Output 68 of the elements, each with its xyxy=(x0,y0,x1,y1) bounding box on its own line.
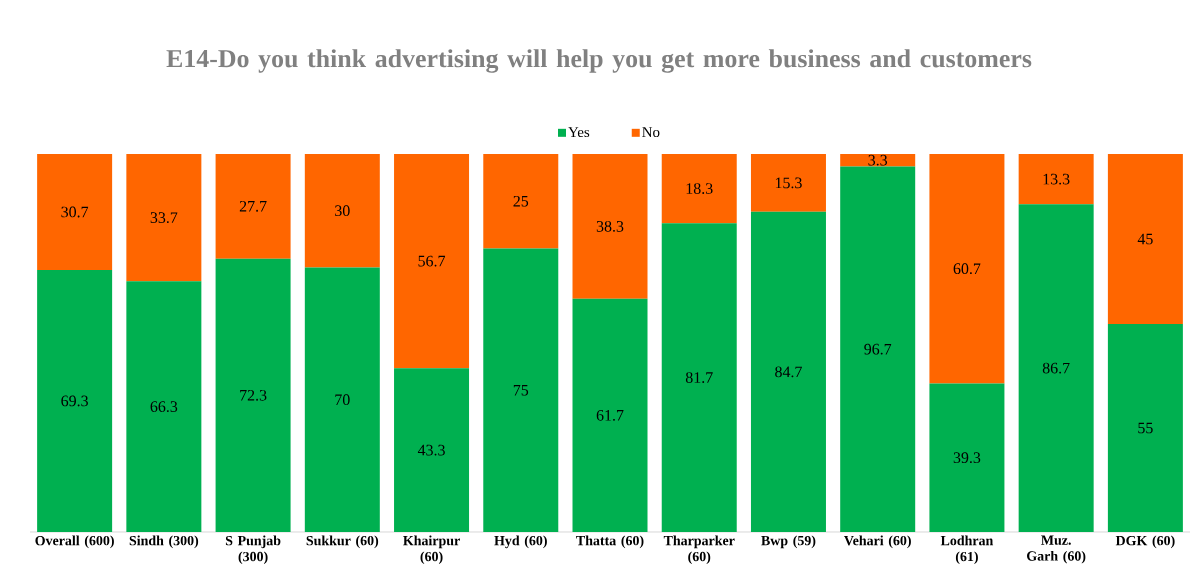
bar xyxy=(750,211,826,532)
x-tick-label: Sindh (300) xyxy=(129,535,199,549)
x-tick-label: Tharparker (60) xyxy=(663,535,735,565)
bar xyxy=(1018,153,1094,205)
bar xyxy=(572,153,648,299)
bar xyxy=(661,153,737,224)
data-label: 66.3 xyxy=(150,401,178,413)
bar xyxy=(394,153,470,369)
bar xyxy=(661,223,737,532)
bar xyxy=(37,153,113,271)
x-tick-label: Hyd (60) xyxy=(494,535,547,549)
legend-label: Yes xyxy=(568,127,590,138)
data-label: 75 xyxy=(513,384,529,396)
bar xyxy=(215,258,291,532)
bar xyxy=(126,281,202,532)
x-tick-label: Overall (600) xyxy=(35,535,114,549)
x-tick-label: Khairpur (60) xyxy=(403,535,460,565)
bar xyxy=(304,267,380,532)
bar xyxy=(304,153,380,268)
x-tick-label: Bwp (59) xyxy=(761,535,816,549)
bar xyxy=(750,153,826,212)
data-label: 30.7 xyxy=(61,206,89,218)
x-tick-label: Vehari (60) xyxy=(844,535,911,549)
bar xyxy=(126,153,202,282)
data-label: 3.3 xyxy=(868,154,888,166)
data-label: 38.3 xyxy=(596,220,624,232)
legend-label: No xyxy=(642,127,660,138)
data-label: 61.7 xyxy=(596,409,624,421)
chart-title: E14-Do you think advertising will help you get more business and customers xyxy=(166,49,1032,73)
bar xyxy=(483,248,559,532)
data-label: 15.3 xyxy=(775,177,802,189)
data-label: 86.7 xyxy=(1042,362,1070,374)
data-label: 96.7 xyxy=(864,343,892,355)
x-tick-label: Muz. Garh (60) xyxy=(1027,535,1086,564)
bar xyxy=(840,166,916,532)
bar xyxy=(483,153,559,249)
data-label: 72.3 xyxy=(240,389,267,401)
data-label: 33.7 xyxy=(150,212,178,224)
data-label: 13.3 xyxy=(1043,173,1070,185)
data-label: 55 xyxy=(1138,422,1153,434)
bar xyxy=(1107,324,1183,532)
data-label: 81.7 xyxy=(685,372,713,383)
data-label: 39.3 xyxy=(953,452,981,464)
bar xyxy=(929,153,1005,384)
data-label: 25 xyxy=(513,195,529,207)
bar xyxy=(1107,153,1183,325)
bar xyxy=(37,270,113,532)
data-label: 30 xyxy=(335,205,350,217)
bar xyxy=(215,153,291,259)
data-label: 60.7 xyxy=(953,263,981,275)
data-label: 45 xyxy=(1137,233,1153,245)
data-label: 69.3 xyxy=(61,395,88,407)
x-tick-label: Sukkur (60) xyxy=(306,535,379,549)
data-label: 56.7 xyxy=(418,255,446,267)
bar xyxy=(840,153,916,167)
x-tick-label: DGK (60) xyxy=(1115,535,1175,549)
x-tick-label: Lodhran (61) xyxy=(940,535,994,565)
bar xyxy=(572,298,648,532)
bar xyxy=(929,383,1005,532)
bar xyxy=(394,368,470,532)
data-label: 70 xyxy=(335,394,350,406)
data-label: 43.3 xyxy=(417,444,445,456)
data-label: 84.7 xyxy=(775,366,802,378)
x-tick-label: S Punjab (300) xyxy=(225,535,281,565)
data-label: 27.7 xyxy=(239,200,267,212)
bar xyxy=(1018,204,1094,532)
data-label: 18.3 xyxy=(686,183,713,194)
x-tick-label: Thatta (60) xyxy=(576,535,644,549)
